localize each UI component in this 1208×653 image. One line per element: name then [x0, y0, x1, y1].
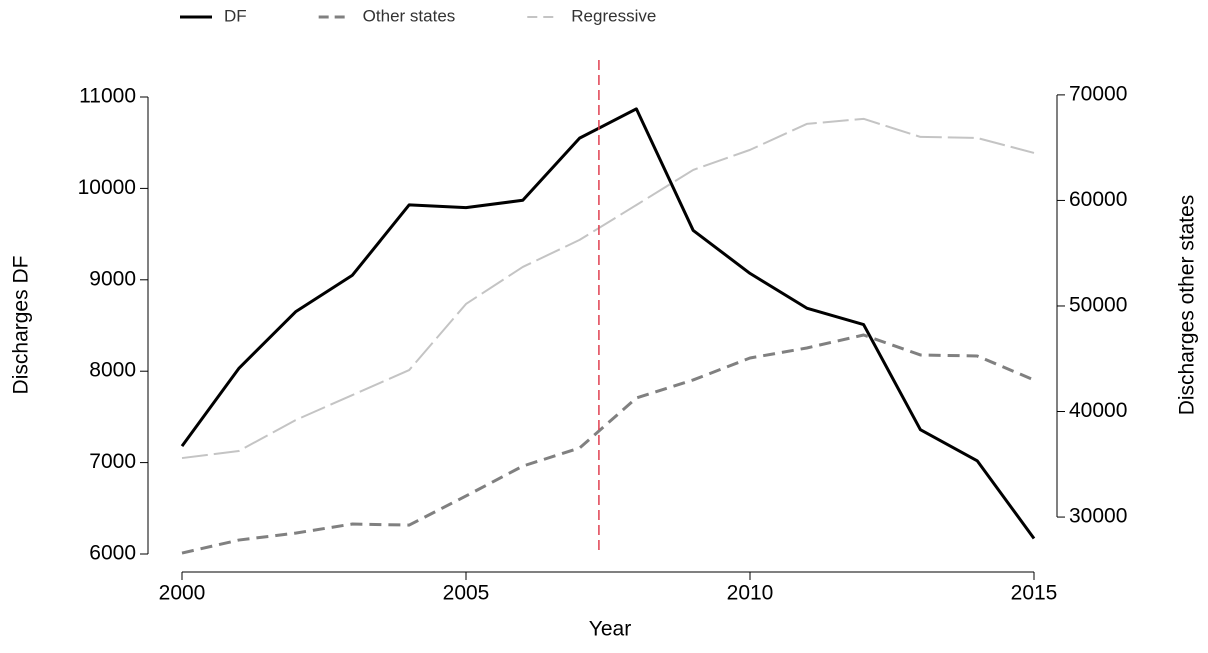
x-tick-label: 2005: [443, 582, 490, 605]
legend-label: Other states: [363, 6, 456, 25]
x-tick-label: 2000: [159, 582, 206, 605]
y2-tick-label: 70000: [1069, 82, 1127, 105]
x-tick-label: 2015: [1011, 582, 1058, 605]
y-tick-label: 8000: [89, 359, 136, 382]
y-tick-label: 7000: [89, 450, 136, 473]
x-tick-label: 2010: [727, 582, 774, 605]
series-line: [180, 107, 1036, 540]
y2-tick-label: 50000: [1069, 294, 1127, 317]
y2-tick-label: 40000: [1069, 399, 1127, 422]
y-axis-label: Discharges DF: [10, 256, 33, 395]
x-axis-label: Year: [589, 618, 631, 641]
legend-label: Regressive: [571, 6, 656, 25]
y2-tick-label: 60000: [1069, 188, 1127, 211]
series-line: [181, 333, 1035, 555]
y-tick-label: 6000: [89, 542, 136, 565]
y2-axis-label: Discharges other states: [1176, 195, 1199, 416]
series-line: [181, 117, 1035, 460]
y-tick-label: 11000: [79, 85, 136, 108]
y2-tick-label: 30000: [1069, 505, 1127, 528]
y-tick-label: 10000: [78, 176, 136, 199]
legend-label: DF: [224, 6, 247, 25]
y-tick-label: 9000: [89, 267, 136, 290]
